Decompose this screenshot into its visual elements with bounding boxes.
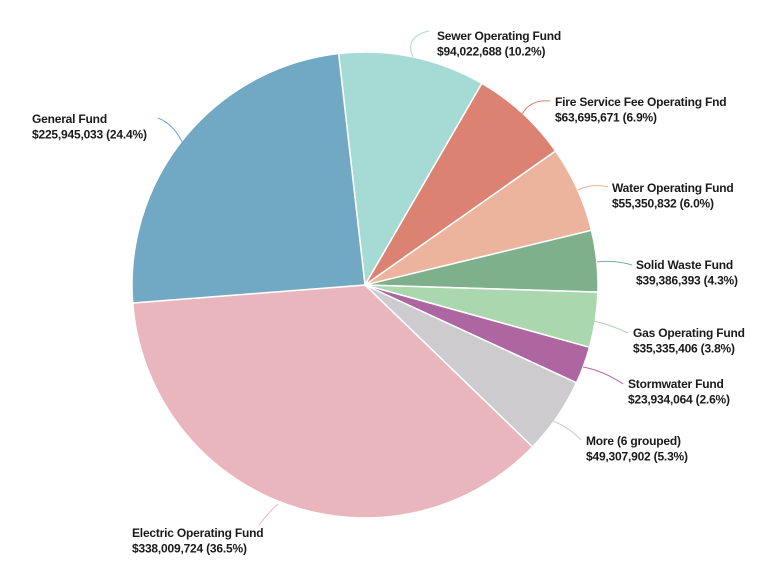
slice-label-name: Solid Waste Fund bbox=[636, 258, 733, 272]
slice-label-more-6-grouped: More (6 grouped) $49,307,902 (5.3%) bbox=[586, 434, 688, 464]
slice-label-solid-waste-fund: Solid Waste Fund $39,386,393 (4.3%) bbox=[636, 258, 738, 288]
slice-label-general-fund: General Fund $225,945,033 (24.4%) bbox=[32, 112, 147, 142]
leader-line-electric-operating-fund bbox=[258, 503, 279, 526]
slice-labels: Sewer Operating Fund $94,022,688 (10.2%) F… bbox=[32, 29, 745, 556]
slice-label-detail: $49,307,902 (5.3%) bbox=[586, 450, 688, 464]
leader-line-general-fund bbox=[157, 117, 188, 155]
slice-label-detail: $63,695,671 (6.9%) bbox=[555, 111, 657, 125]
slice-label-gas-operating-fund: Gas Operating Fund $35,335,406 (3.8%) bbox=[633, 326, 745, 356]
slice-label-name: More (6 grouped) bbox=[586, 434, 681, 448]
leader-line-solid-waste-fund bbox=[596, 260, 633, 266]
slice-label-detail: $94,022,688 (10.2%) bbox=[437, 45, 545, 59]
slice-label-detail: $23,934,064 (2.6%) bbox=[628, 393, 730, 407]
slice-label-detail: $55,350,832 (6.0%) bbox=[612, 197, 714, 211]
pie-slice-general-fund[interactable] bbox=[131, 52, 366, 304]
pie-slices bbox=[131, 51, 599, 519]
leader-line-stormwater-fund bbox=[582, 366, 624, 385]
slice-label-stormwater-fund: Stormwater Fund $23,934,064 (2.6%) bbox=[628, 377, 730, 407]
slice-label-detail: $225,945,033 (24.4%) bbox=[32, 128, 147, 142]
leader-line-fire-service-fee-operating-fnd bbox=[521, 100, 551, 115]
slice-label-fire-service-fee-operating-fnd: Fire Service Fee Operating Fnd $63,695,67… bbox=[555, 95, 726, 125]
slice-label-detail: $39,386,393 (4.3%) bbox=[636, 274, 738, 288]
leader-line-more-6-grouped bbox=[552, 420, 582, 441]
slice-label-name: Fire Service Fee Operating Fnd bbox=[555, 95, 726, 109]
slice-label-detail: $35,335,406 (3.8%) bbox=[633, 342, 735, 356]
leader-line-water-operating-fund bbox=[577, 185, 609, 191]
leader-line-gas-operating-fund bbox=[593, 320, 629, 334]
slice-label-water-operating-fund: Water Operating Fund $55,350,832 (6.0%) bbox=[612, 181, 734, 211]
leader-lines bbox=[157, 30, 633, 526]
slice-label-name: Gas Operating Fund bbox=[633, 326, 745, 340]
slice-label-name: Sewer Operating Fund bbox=[437, 29, 561, 43]
slice-label-name: Stormwater Fund bbox=[628, 377, 724, 391]
slice-label-name: Electric Operating Fund bbox=[132, 526, 263, 540]
leader-line-sewer-operating-fund bbox=[410, 30, 430, 58]
slice-label-sewer-operating-fund: Sewer Operating Fund $94,022,688 (10.2%) bbox=[437, 29, 561, 59]
pie-slice-electric-operating-fund[interactable] bbox=[131, 284, 534, 519]
slice-label-electric-operating-fund: Electric Operating Fund $338,009,724 (36.… bbox=[132, 526, 263, 556]
slice-label-name: General Fund bbox=[32, 112, 107, 126]
slice-label-name: Water Operating Fund bbox=[612, 181, 734, 195]
slice-label-detail: $338,009,724 (36.5%) bbox=[132, 542, 247, 556]
